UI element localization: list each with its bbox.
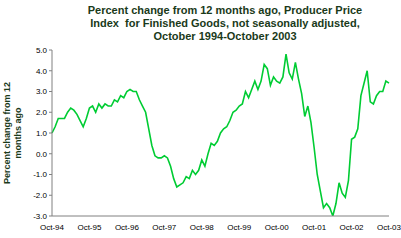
- svg-text:4.0: 4.0: [36, 67, 48, 76]
- svg-text:-2.0: -2.0: [33, 191, 47, 200]
- svg-text:Oct-00: Oct-00: [265, 223, 290, 232]
- svg-text:1.0: 1.0: [36, 129, 48, 138]
- svg-text:Oct-99: Oct-99: [227, 223, 252, 232]
- svg-text:Oct-98: Oct-98: [190, 223, 215, 232]
- svg-text:0.0: 0.0: [36, 150, 48, 159]
- html-text:Percent change from 12 months: Percent change from 12 months ago, Produ…: [87, 4, 366, 42]
- svg-text:Oct-03: Oct-03: [377, 223, 393, 232]
- svg-text:-1.0: -1.0: [33, 170, 47, 179]
- svg-text:Oct-02: Oct-02: [340, 223, 365, 232]
- svg-text:Oct-96: Oct-96: [115, 223, 140, 232]
- svg-text:Oct-95: Oct-95: [77, 223, 102, 232]
- svg-text:Oct-94: Oct-94: [40, 223, 65, 232]
- svg-text:Oct-97: Oct-97: [152, 223, 177, 232]
- svg-text:2.0: 2.0: [36, 108, 48, 117]
- svg-text:3.0: 3.0: [36, 87, 48, 96]
- svg-text:-3.0: -3.0: [33, 212, 47, 221]
- svg-text:5.0: 5.0: [36, 46, 48, 55]
- svg-text:Oct-01: Oct-01: [302, 223, 327, 232]
- html-text:Percent change from 12 months: Percent change from 12 months ago: [2, 82, 23, 184]
